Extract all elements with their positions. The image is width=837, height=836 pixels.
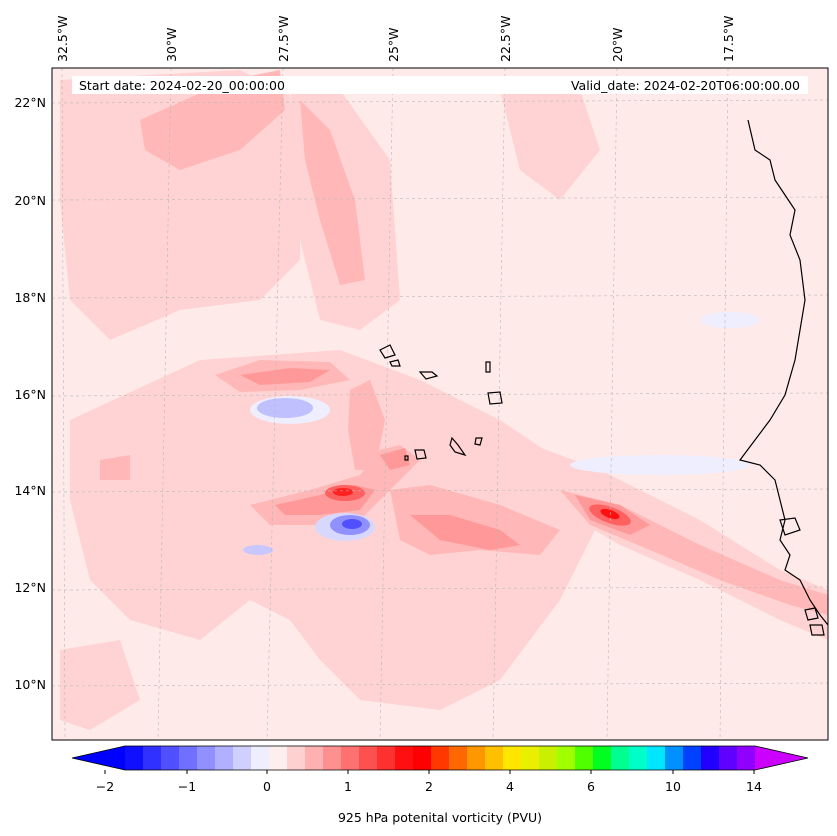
colorbar-ticks: −2 −1 0 1 2 4 6 10 14 <box>96 770 762 794</box>
lat-label: 10°N <box>14 677 46 692</box>
lat-label: 16°N <box>14 387 46 402</box>
start-date-label: Start date: 2024-02-20_00:00:00 <box>79 78 285 93</box>
colorbar <box>71 745 809 771</box>
colorbar-label: 925 hPa potenital vorticity (PVU) <box>338 810 542 825</box>
colorbar-segment <box>431 746 450 770</box>
lon-label: 30°W <box>164 27 179 62</box>
colorbar-segment <box>197 746 216 770</box>
colorbar-segment <box>467 746 486 770</box>
colorbar-segment <box>215 746 234 770</box>
colorbar-segment <box>701 746 720 770</box>
latitude-labels: 22°N 20°N 18°N 16°N 14°N 12°N 10°N <box>14 95 46 692</box>
colorbar-segment <box>521 746 540 770</box>
colorbar-segment <box>647 746 666 770</box>
colorbar-tick-label: 4 <box>506 779 514 794</box>
colorbar-segment <box>233 746 252 770</box>
colorbar-segment <box>449 746 468 770</box>
colorbar-segment <box>287 746 306 770</box>
colorbar-segment <box>269 746 288 770</box>
colorbar-segment <box>161 746 180 770</box>
colorbar-segment <box>305 746 324 770</box>
colorbar-segment <box>629 746 648 770</box>
colorbar-segment <box>665 746 684 770</box>
colorbar-tick-label: 0 <box>263 779 271 794</box>
colorbar-segment <box>143 746 162 770</box>
colorbar-segment <box>611 746 630 770</box>
colorbar-segment <box>719 746 738 770</box>
colorbar-segment <box>341 746 360 770</box>
colorbar-segment <box>323 746 342 770</box>
pv-level-mid <box>100 70 828 615</box>
colorbar-over-arrow <box>755 746 808 770</box>
colorbar-segment <box>575 746 594 770</box>
valid-date-label: Valid_date: 2024-02-20T06:00:00.00 <box>571 78 800 93</box>
lon-label: 32.5°W <box>55 16 70 62</box>
colorbar-segment <box>683 746 702 770</box>
colorbar-segment <box>539 746 558 770</box>
lon-label: 25°W <box>386 27 401 62</box>
colorbar-segment <box>395 746 414 770</box>
colorbar-segment <box>179 746 198 770</box>
colorbar-tick-label: 2 <box>425 779 433 794</box>
coastlines <box>379 119 828 636</box>
colorbar-tick-label: −2 <box>96 779 114 794</box>
colorbar-segment <box>485 746 504 770</box>
graticule <box>52 68 828 740</box>
colorbar-segment <box>593 746 612 770</box>
colorbar-under-arrow <box>72 746 125 770</box>
map-frame <box>51 67 829 741</box>
lat-label: 18°N <box>14 290 46 305</box>
pv-peaks <box>325 485 631 526</box>
colorbar-segment <box>251 746 270 770</box>
longitude-labels: 32.5°W 30°W 27.5°W 25°W 22.5°W 20°W 17.5°W <box>55 16 736 62</box>
lat-label: 14°N <box>14 483 46 498</box>
colorbar-segment <box>413 746 432 770</box>
lat-label: 12°N <box>14 580 46 595</box>
date-banner <box>72 76 808 94</box>
lon-label: 22.5°W <box>498 16 513 62</box>
colorbar-tick-label: 6 <box>587 779 595 794</box>
colorbar-segment <box>377 746 396 770</box>
colorbar-segment <box>557 746 576 770</box>
colorbar-tick-label: 1 <box>344 779 352 794</box>
colorbar-tick-label: −1 <box>178 779 196 794</box>
colorbar-outline <box>71 745 809 771</box>
colorbar-segment <box>359 746 378 770</box>
colorbar-tick-label: 14 <box>746 779 762 794</box>
pv-negative <box>243 312 760 555</box>
lon-label: 27.5°W <box>276 16 291 62</box>
lat-label: 22°N <box>14 95 46 110</box>
colorbar-tick-label: 10 <box>665 779 681 794</box>
lon-label: 17.5°W <box>721 16 736 62</box>
colorbar-segment <box>737 746 756 770</box>
colorbar-segment <box>503 746 522 770</box>
pv-field <box>52 68 828 740</box>
lat-label: 20°N <box>14 193 46 208</box>
colorbar-segment <box>125 746 144 770</box>
lon-label: 20°W <box>610 27 625 62</box>
